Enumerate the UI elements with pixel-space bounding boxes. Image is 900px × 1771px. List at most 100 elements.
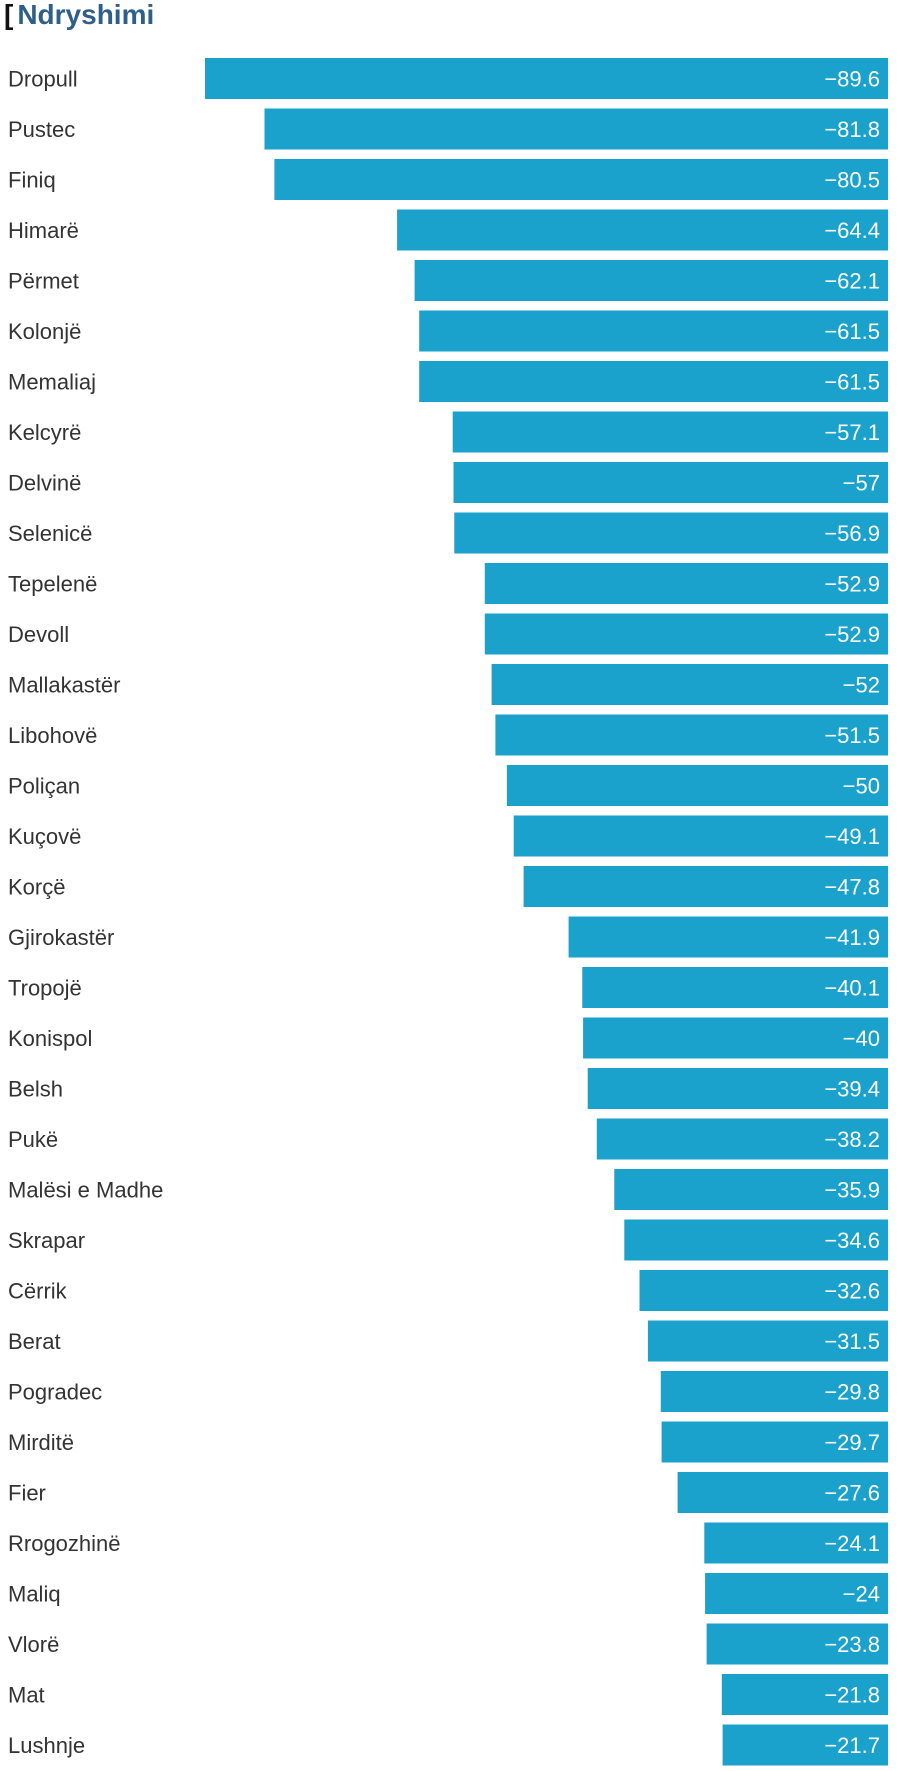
value-label: −61.5: [824, 370, 880, 395]
value-label: −62.1: [824, 269, 880, 294]
value-label: −41.9: [824, 925, 880, 950]
bar-27: [661, 1421, 888, 1463]
bar-10: [484, 563, 888, 604]
bar-30: [705, 1573, 888, 1614]
value-label: −52.9: [824, 622, 880, 647]
category-label: Dropull: [8, 67, 78, 92]
category-label: Skrapar: [8, 1228, 85, 1253]
category-label: Lushnje: [8, 1733, 85, 1758]
bar-12: [491, 664, 888, 705]
category-label: Kelcyrë: [8, 420, 81, 445]
chart-title: [Ndryshimi: [4, 0, 154, 34]
value-label: −35.9: [824, 1178, 880, 1203]
value-label: −34.6: [824, 1228, 880, 1253]
category-label: Belsh: [8, 1077, 63, 1102]
category-label: Maliq: [8, 1582, 61, 1607]
category-label: Pogradec: [8, 1380, 102, 1405]
bar-2: [274, 159, 888, 200]
value-label: −89.6: [824, 67, 880, 92]
value-label: −38.2: [824, 1127, 880, 1152]
category-label: Himarë: [8, 218, 79, 243]
category-label: Delvinë: [8, 471, 81, 496]
bar-9: [454, 512, 888, 554]
bar-7: [452, 411, 888, 453]
bar-23: [624, 1219, 888, 1261]
bar-1: [264, 108, 888, 150]
title-bracket: [: [4, 0, 14, 30]
value-label: −24: [843, 1582, 880, 1607]
value-label: −51.5: [824, 723, 880, 748]
value-label: −57: [843, 471, 880, 496]
value-label: −80.5: [824, 168, 880, 193]
value-label: −49.1: [824, 824, 880, 849]
category-label: Kuçovë: [8, 824, 81, 849]
value-label: −52.9: [824, 572, 880, 597]
value-label: −21.8: [824, 1683, 880, 1708]
bar-26: [660, 1371, 888, 1412]
category-label: Cërrik: [8, 1279, 68, 1304]
category-label: Përmet: [8, 269, 79, 294]
bar-15: [513, 815, 888, 857]
bar-21: [596, 1118, 888, 1160]
value-label: −50: [843, 774, 880, 799]
value-label: −32.6: [824, 1279, 880, 1304]
category-label: Tepelenë: [8, 572, 97, 597]
category-label: Selenicë: [8, 521, 92, 546]
value-label: −27.6: [824, 1481, 880, 1506]
bar-11: [484, 613, 888, 655]
value-label: −57.1: [824, 420, 880, 445]
category-label: Fier: [8, 1481, 46, 1506]
bar-4: [414, 260, 888, 301]
category-label: Pukë: [8, 1127, 58, 1152]
value-label: −23.8: [824, 1632, 880, 1657]
category-label: Malësi e Madhe: [8, 1178, 163, 1203]
bar-8: [453, 462, 888, 503]
value-label: −40: [843, 1026, 880, 1051]
value-label: −24.1: [824, 1531, 880, 1556]
category-label: Rrogozhinë: [8, 1531, 121, 1556]
category-label: Kolonjë: [8, 319, 81, 344]
bar-32: [721, 1674, 888, 1715]
bar-25: [647, 1320, 888, 1362]
value-label: −40.1: [824, 976, 880, 1001]
category-label: Mat: [8, 1683, 45, 1708]
category-label: Tropojë: [8, 976, 82, 1001]
category-label: Poliçan: [8, 774, 80, 799]
bar-31: [706, 1623, 888, 1665]
category-label: Vlorë: [8, 1632, 59, 1657]
chart-title-text: Ndryshimi: [17, 0, 155, 30]
category-label: Finiq: [8, 168, 56, 193]
bar-13: [495, 714, 888, 756]
bar-6: [419, 361, 888, 402]
category-label: Berat: [8, 1329, 61, 1354]
value-label: −56.9: [824, 521, 880, 546]
bar-3: [397, 209, 888, 251]
category-label: Mirditë: [8, 1430, 74, 1455]
bar-0: [205, 58, 888, 99]
category-label: Mallakastër: [8, 673, 120, 698]
value-label: −31.5: [824, 1329, 880, 1354]
value-label: −47.8: [824, 875, 880, 900]
category-label: Konispol: [8, 1026, 92, 1051]
bar-16: [523, 866, 888, 907]
value-label: −29.8: [824, 1380, 880, 1405]
value-label: −61.5: [824, 319, 880, 344]
bar-5: [419, 310, 888, 352]
category-label: Gjirokastër: [8, 925, 114, 950]
bar-33: [722, 1724, 888, 1766]
bar-20: [587, 1068, 888, 1109]
bar-18: [582, 967, 888, 1008]
bar-19: [583, 1017, 888, 1059]
category-label: Memaliaj: [8, 370, 96, 395]
category-label: Korçë: [8, 875, 65, 900]
category-label: Devoll: [8, 622, 69, 647]
bar-28: [677, 1472, 888, 1513]
value-label: −52: [843, 673, 880, 698]
value-label: −29.7: [824, 1430, 880, 1455]
bar-24: [639, 1270, 888, 1311]
bar-17: [568, 916, 888, 958]
value-label: −81.8: [824, 117, 880, 142]
bar-14: [506, 765, 888, 806]
value-label: −39.4: [824, 1077, 880, 1102]
